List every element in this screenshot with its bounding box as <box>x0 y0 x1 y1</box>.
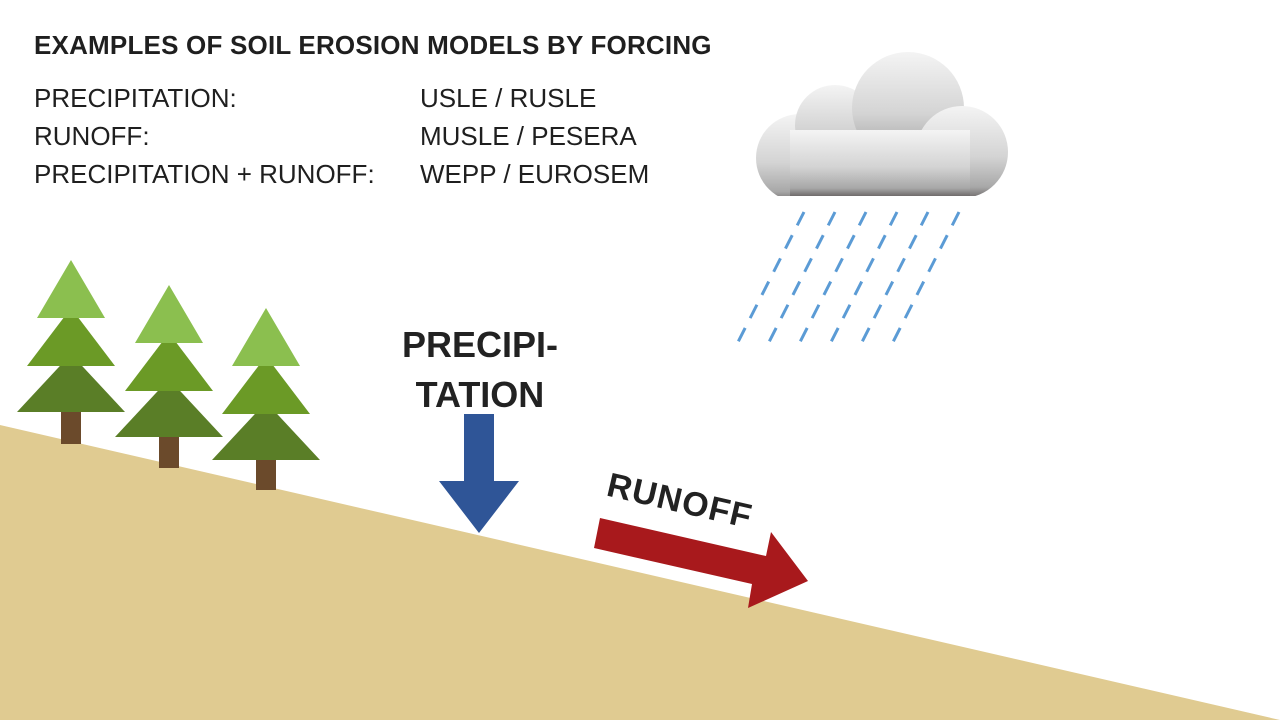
rain-icon <box>734 211 961 347</box>
model-names: USLE / RUSLE <box>420 83 597 113</box>
tree-icon <box>212 308 320 490</box>
runoff-arrow <box>594 518 808 608</box>
tree-icon <box>17 260 125 444</box>
forcing-label: PRECIPITATION: <box>34 83 237 113</box>
cloud-icon <box>756 52 1008 196</box>
soil-slope <box>0 425 1280 720</box>
model-names: MUSLE / PESERA <box>420 121 637 151</box>
slide-title: EXAMPLES OF SOIL EROSION MODELS BY FORCI… <box>34 30 712 60</box>
precipitation-label: PRECIPI- TATION <box>388 320 572 420</box>
precipitation-label-line1: PRECIPI- <box>401 324 559 365</box>
forcing-label: PRECIPITATION + RUNOFF: <box>34 159 375 189</box>
forcing-label: RUNOFF: <box>34 121 150 151</box>
precipitation-arrow <box>439 414 519 533</box>
precipitation-label-line2: TATION <box>415 374 545 415</box>
tree-icon <box>115 285 223 468</box>
model-names: WEPP / EUROSEM <box>420 159 650 189</box>
